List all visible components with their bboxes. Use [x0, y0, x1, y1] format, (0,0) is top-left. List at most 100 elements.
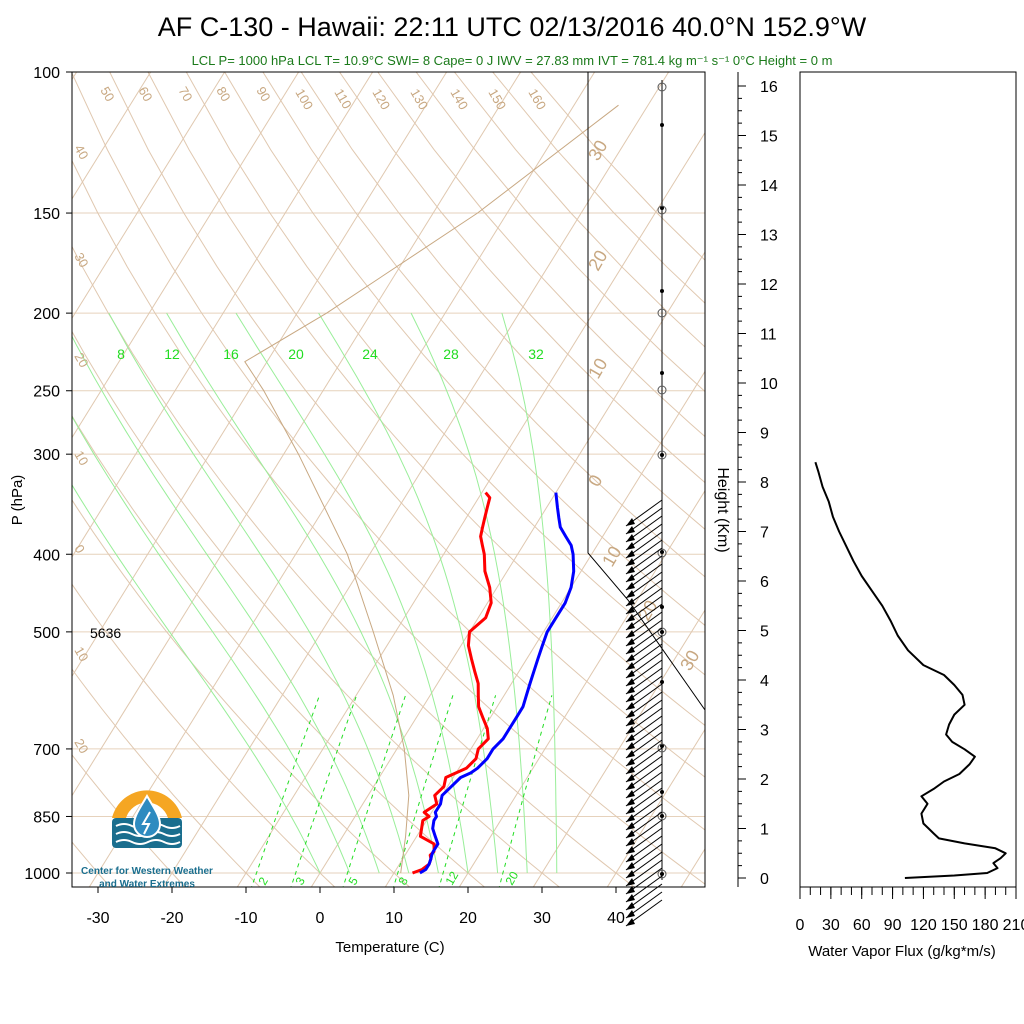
wind-barb-flag	[626, 550, 635, 558]
dry-adiabat-label: 50	[97, 84, 117, 104]
wind-barb-flag	[626, 518, 635, 526]
height-tick-label: 6	[760, 574, 769, 591]
wind-barb-flag	[626, 814, 635, 822]
wind-barb-flag	[626, 718, 635, 726]
y-tick-label: 700	[33, 742, 60, 759]
wvflux-x-tick-label: 0	[796, 917, 805, 934]
mixing-ratio-label: 20	[502, 869, 521, 888]
moist-adiabat-line	[108, 312, 410, 874]
moist-adiabat-line	[72, 335, 380, 874]
isotherm-left-label: 20	[71, 350, 91, 370]
mixing-ratio-label: 3	[292, 874, 308, 887]
dry-adiabat-line	[224, 72, 705, 627]
y-tick-label: 400	[33, 547, 60, 564]
barb-calm-circle	[657, 869, 667, 879]
wvflux-x-tick-label: 180	[972, 917, 999, 934]
height-tick-label: 15	[760, 129, 778, 146]
x-tick-label: 30	[533, 910, 551, 927]
moist-adiabat-line	[72, 415, 351, 874]
mixing-ratio-line	[393, 695, 454, 887]
isotherm-line	[88, 72, 596, 887]
wind-barb-flag	[626, 694, 635, 702]
wind-barb-flag	[626, 542, 635, 550]
wind-barb-flag	[626, 534, 635, 542]
wind-barb-flag	[626, 782, 635, 790]
height-tick-label: 5	[760, 624, 769, 641]
wind-barb-flag	[626, 702, 635, 710]
dry-adiabat-line	[147, 72, 705, 727]
height-tick-label: 10	[760, 376, 778, 393]
mixing-ratio-line	[290, 695, 358, 887]
moist-adiabat-label: 12	[164, 346, 180, 362]
logo-sun-icon	[112, 790, 182, 848]
height-tick-label: 7	[760, 525, 769, 542]
dry-adiabat-line	[72, 583, 336, 887]
wind-barb-flag	[626, 830, 635, 838]
wind-barb-flag	[626, 678, 635, 686]
wind-barb-flag	[626, 838, 635, 846]
dry-adiabat-line	[185, 72, 705, 676]
height-tick-label: 2	[760, 772, 769, 789]
skewt-xlabel: Temperature (C)	[335, 939, 444, 956]
height-tick-label: 3	[760, 723, 769, 740]
wvflux-x-tick-label: 120	[910, 917, 937, 934]
wind-barb-flag	[626, 734, 635, 742]
wind-barb-flag	[626, 846, 635, 854]
x-tick-label: -30	[86, 910, 109, 927]
barb-dot	[660, 605, 664, 609]
height-tick-label: 4	[760, 673, 769, 690]
isotherm-line	[72, 72, 300, 439]
wind-barb-flag	[626, 766, 635, 774]
dry-adiabat-line	[109, 72, 705, 778]
wind-barb-flag	[626, 750, 635, 758]
wvflux-series	[814, 461, 1007, 879]
mixing-ratio-line	[438, 695, 497, 887]
wind-barb-flag	[626, 798, 635, 806]
wind-barb-flag	[626, 774, 635, 782]
barb-calm-circle	[657, 548, 667, 558]
barb-dot	[660, 371, 664, 375]
isotherm-line	[753, 72, 1024, 890]
isotherm-left-label: 40	[71, 142, 91, 162]
wind-barb-flag	[626, 726, 635, 734]
dry-adiabat-line	[72, 330, 561, 887]
x-tick-label: 20	[459, 910, 477, 927]
barb-dot	[660, 453, 664, 457]
barb-region-outline	[587, 72, 706, 887]
wind-barb-flag	[626, 670, 635, 678]
y-tick-label: 500	[33, 625, 60, 642]
moist-adiabat-line	[501, 312, 558, 874]
wind-barb-flag	[626, 558, 635, 566]
height-tick-label: 16	[760, 79, 778, 96]
wind-barb-flag	[626, 630, 635, 638]
wind-barb-column	[587, 72, 706, 927]
dry-adiabat-line	[262, 72, 705, 578]
height-tick-label: 12	[760, 277, 778, 294]
wind-barb-flag	[626, 854, 635, 862]
isotherm-left-label: 0	[71, 542, 88, 556]
isotherm-line	[532, 609, 705, 887]
wind-barb-flag	[626, 686, 635, 694]
wind-barb-flag	[626, 582, 635, 590]
y-tick-label: 150	[33, 206, 60, 223]
wvflux-line	[814, 461, 1007, 879]
wind-barb-flag	[626, 758, 635, 766]
parcel-line	[244, 104, 619, 874]
barb-dot	[660, 123, 664, 127]
isotherm-left-label: 30	[71, 250, 91, 270]
dry-adiabat-label: 70	[175, 84, 195, 104]
wind-barb-flag	[626, 598, 635, 606]
wvflux-x-tick-label: 60	[853, 917, 871, 934]
moist-adiabat-line	[72, 484, 321, 874]
barb-dot	[660, 550, 664, 554]
dry-adiabat-line	[377, 72, 705, 438]
dry-adiabat-line	[454, 72, 705, 348]
dry-adiabat-line	[72, 668, 261, 887]
isotherm-line	[72, 72, 522, 797]
barb-calm-circle	[657, 385, 667, 395]
wind-barb-flag	[626, 646, 635, 654]
wind-barb-flag	[626, 870, 635, 878]
dry-adiabat-label: 120	[369, 86, 393, 112]
